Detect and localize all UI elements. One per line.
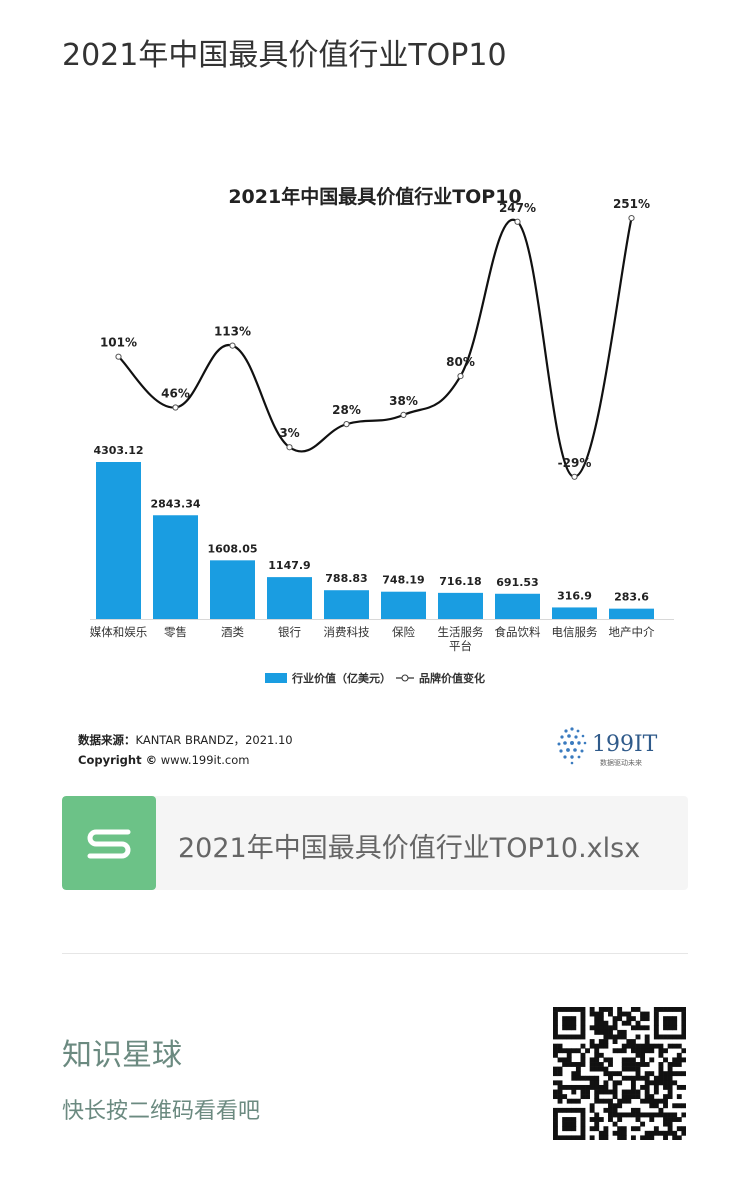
- line-point: [343, 421, 350, 428]
- bar-value-label: 716.18: [439, 575, 481, 588]
- divider: [62, 953, 688, 954]
- copyright-value: www.199it.com: [160, 753, 250, 767]
- qr-code-icon[interactable]: [553, 1007, 686, 1140]
- chart-image: 2021年中国最具价值行业TOP10 4303.12 媒体和娱乐 2843.34 零售 1…: [62, 145, 688, 785]
- chart-source: 数据来源：KANTAR BRANDZ，2021.10 Copyright © w…: [78, 730, 293, 770]
- line-value-label: 28%: [332, 403, 361, 417]
- source-value: KANTAR BRANDZ，2021.10: [135, 733, 293, 747]
- source-label: 数据来源：: [78, 733, 136, 747]
- line-point: [571, 473, 578, 480]
- file-name: 2021年中国最具价值行业TOP10.xlsx: [178, 833, 641, 864]
- legend-bar-label: 行业价值（亿美元）: [291, 671, 391, 685]
- line-point: [286, 444, 293, 451]
- line-point: [172, 404, 179, 411]
- file-attachment[interactable]: 2021年中国最具价值行业TOP10.xlsx: [62, 796, 688, 890]
- line-value-label: 101%: [100, 336, 137, 350]
- bar-value-label: 4303.12: [93, 444, 143, 457]
- line-value-label: 80%: [446, 355, 475, 369]
- legend-bar-swatch: [265, 673, 287, 683]
- x-tick-label: 电信服务: [552, 625, 598, 639]
- page-title: 2021年中国最具价值行业TOP10: [62, 38, 507, 73]
- x-tick-label: 酒类: [221, 625, 244, 639]
- line-value-label: 3%: [279, 426, 299, 440]
- line-value-label: -29%: [558, 456, 592, 470]
- 199it-logo: 199IT 数据驱动未来: [557, 727, 658, 767]
- line-value-label: 46%: [161, 386, 190, 400]
- line-value-label: 38%: [389, 394, 418, 408]
- line-value-label: 251%: [613, 197, 650, 211]
- bar-value-label: 788.83: [325, 572, 367, 585]
- copyright-label: Copyright ©: [78, 753, 158, 767]
- legend-line-marker: [401, 674, 409, 682]
- chart-title: 2021年中国最具价值行业TOP10: [228, 185, 521, 208]
- bar-value-label: 2843.34: [150, 497, 200, 510]
- zsxq-title: 知识星球: [62, 1038, 182, 1073]
- bar: [210, 560, 255, 619]
- x-tick-label: 消费科技: [324, 625, 370, 639]
- line-point: [457, 372, 464, 380]
- bar-value-label: 748.19: [382, 574, 424, 587]
- bar: [381, 591, 426, 619]
- spreadsheet-s-icon: [62, 796, 156, 890]
- bar: [552, 607, 597, 619]
- bar: [153, 515, 198, 619]
- x-tick-label: 银行: [278, 625, 301, 639]
- bar: [324, 590, 369, 619]
- line-point: [514, 218, 521, 225]
- bar-value-label: 1608.05: [207, 542, 257, 555]
- line-value-label: 113%: [214, 325, 251, 339]
- x-tick-label: 地产中介: [609, 625, 655, 639]
- x-tick-label: 平台: [449, 639, 472, 653]
- x-tick-label: 零售: [164, 625, 187, 639]
- line-series-brand-value-change: [117, 217, 633, 478]
- line-point: [115, 353, 122, 360]
- logo-text: 199IT: [592, 732, 658, 757]
- legend-line-label: 品牌价值变化: [419, 671, 485, 685]
- x-tick-label: 食品饮料: [495, 625, 541, 639]
- bar: [267, 577, 312, 619]
- logo-slogan: 数据驱动未来: [600, 758, 642, 767]
- bar: [609, 608, 654, 619]
- x-tick-label: 媒体和娱乐: [90, 625, 148, 639]
- bar-value-label: 691.53: [496, 576, 538, 589]
- line-point: [628, 214, 635, 222]
- zsxq-subtitle: 快长按二维码看看吧: [62, 1099, 261, 1124]
- x-tick-label: 生活服务: [438, 625, 484, 639]
- bar: [438, 592, 483, 619]
- line-point: [229, 342, 236, 349]
- line-value-label: 247%: [499, 201, 536, 215]
- bar: [96, 462, 141, 619]
- line-point: [400, 411, 407, 418]
- bar: [495, 593, 540, 619]
- bar-value-label: 283.6: [614, 591, 649, 604]
- bar-value-label: 1147.9: [268, 559, 310, 572]
- bar-value-label: 316.9: [557, 589, 592, 602]
- chart-svg: 2021年中国最具价值行业TOP10 4303.12 媒体和娱乐 2843.34 零售 1…: [90, 185, 674, 685]
- x-tick-label: 保险: [392, 625, 415, 639]
